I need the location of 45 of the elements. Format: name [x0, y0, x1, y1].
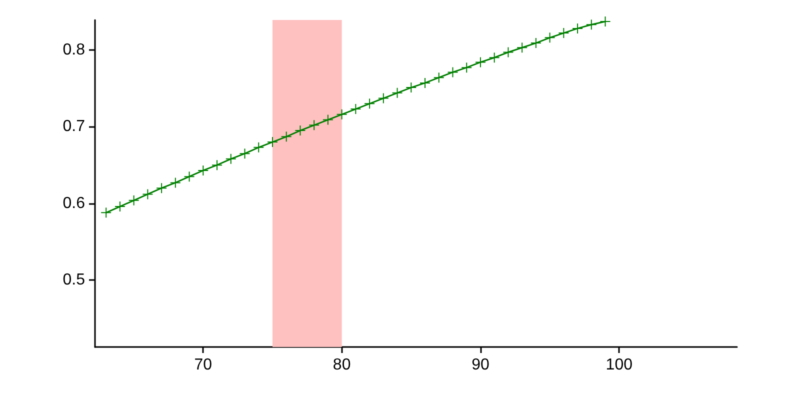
- point: [100, 207, 112, 218]
- x-tick-label: 70: [194, 356, 212, 374]
- point: [530, 38, 542, 49]
- point: [558, 28, 570, 39]
- point: [350, 104, 362, 115]
- point: [461, 62, 472, 74]
- point: [225, 153, 236, 164]
- x-tick-label: 90: [472, 356, 490, 374]
- point: [600, 16, 611, 28]
- point: [239, 148, 250, 160]
- point: [572, 22, 584, 34]
- x-tick-label: 80: [332, 356, 351, 374]
- point: [447, 66, 458, 78]
- x-tick-label: 100: [606, 356, 633, 374]
- point: [392, 87, 403, 98]
- point: [502, 46, 514, 58]
- point: [156, 182, 168, 194]
- point: [266, 136, 278, 148]
- point: [184, 171, 195, 182]
- y-tick-label: 0.6: [62, 194, 86, 212]
- point: [586, 19, 597, 30]
- point: [364, 98, 376, 110]
- point: [378, 92, 389, 104]
- point: [308, 120, 320, 131]
- point: [516, 42, 528, 54]
- point: [488, 52, 500, 64]
- point: [142, 188, 154, 200]
- point: [406, 82, 417, 94]
- point: [544, 32, 556, 44]
- point: [198, 164, 209, 176]
- point: [253, 142, 264, 153]
- point: [128, 194, 140, 206]
- y-tick-label: 0.5: [62, 272, 86, 289]
- point: [170, 177, 181, 188]
- y-tick-label: 0.7: [62, 118, 86, 136]
- point: [322, 114, 334, 126]
- point: [294, 125, 306, 136]
- point: [433, 72, 444, 84]
- point: [280, 131, 292, 142]
- point: [336, 108, 348, 120]
- y-tick-label: 0.8: [62, 41, 86, 58]
- point: [474, 56, 486, 68]
- point: [212, 160, 223, 171]
- point: [420, 77, 431, 88]
- point: [114, 201, 126, 212]
